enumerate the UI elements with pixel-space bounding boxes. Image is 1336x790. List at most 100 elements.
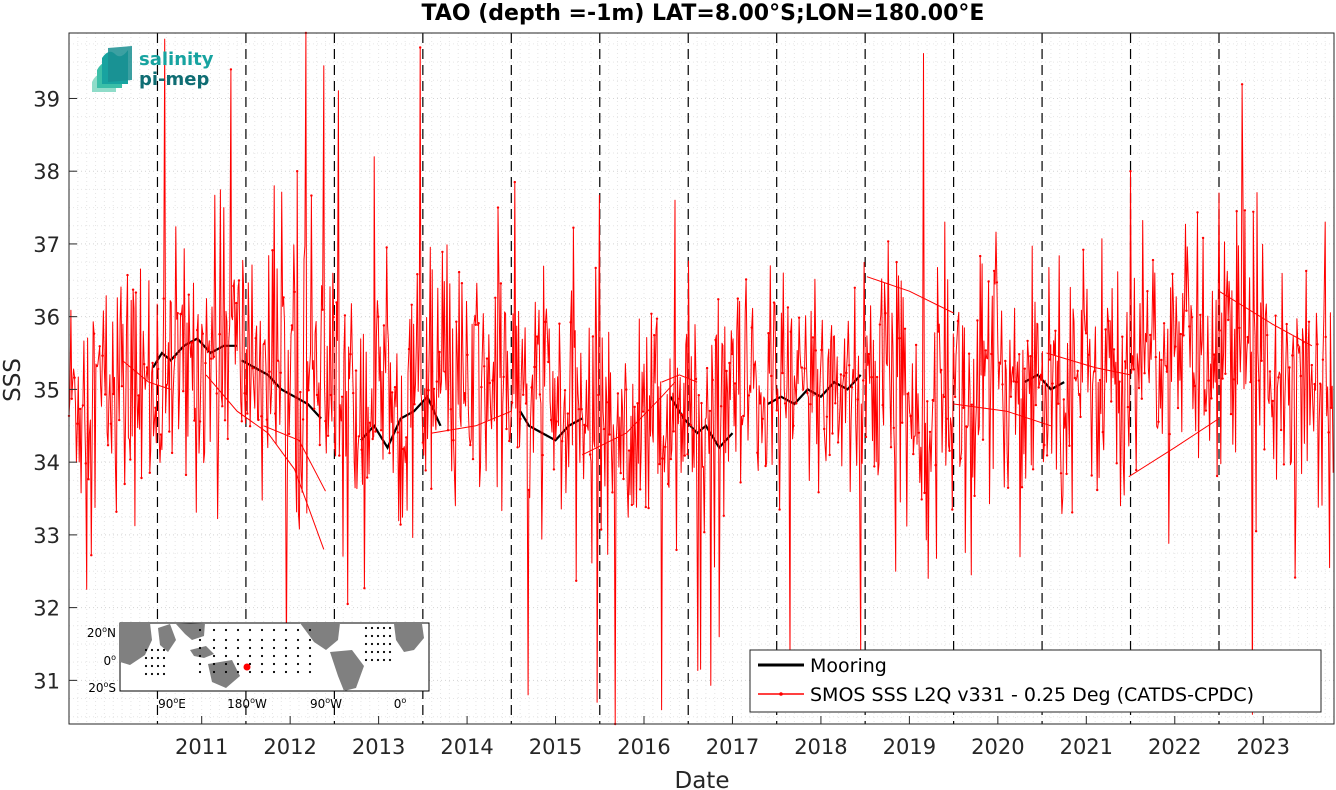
smos-point [661,457,664,460]
y-axis-label: SSS [0,358,26,402]
smos-point [956,319,960,323]
smos-point [510,401,514,404]
inset-mooring-dot [224,662,228,666]
smos-point [427,389,430,392]
smos-point [349,353,352,356]
y-tick-label: 32 [33,597,60,621]
smos-point [432,387,436,391]
smos-point [1121,335,1124,338]
smos-point [530,386,533,389]
inset-mooring-dot [296,638,300,642]
inset-mooring-dot [272,662,276,666]
smos-point [967,352,971,355]
smos-point [463,392,466,395]
logo-line2: pi-mep [139,69,209,90]
smos-point [873,465,876,468]
smos-point [173,356,177,359]
smos-point [215,392,218,395]
smos-point [717,298,720,301]
smos-point [884,312,887,315]
smos-point [1249,380,1252,384]
smos-point [811,336,815,339]
smos-point [951,508,954,511]
smos-point [385,246,388,249]
smos-point [853,286,856,289]
inset-mooring-dot [144,664,148,668]
smos-point [307,389,310,392]
smos-point [115,510,118,513]
smos-point [218,333,221,336]
x-tick-label: 2020 [971,735,1024,759]
smos-point [491,379,494,382]
inset-mooring-dot [376,642,380,646]
smos-point [836,441,840,444]
smos-point [488,381,491,385]
smos-point [680,413,684,416]
smos-point [204,361,207,365]
inset-mooring-dot [296,670,300,674]
smos-point [184,473,188,477]
smos-point [84,462,87,465]
smos-point [722,514,725,517]
x-tick-label: 2017 [706,735,759,759]
smos-point [145,366,149,369]
smos-point [368,421,372,424]
smos-point [736,297,739,300]
inset-mooring-dot [236,646,240,650]
smos-point [1040,378,1043,381]
smos-point [981,438,985,441]
smos-point [1020,486,1024,489]
smos-point [1071,511,1074,514]
smos-point [831,432,834,435]
smos-point [223,419,227,422]
smos-point [246,412,249,415]
x-tick-label: 2012 [263,735,316,759]
smos-point [296,170,299,173]
smos-point [594,266,597,270]
legend-label-mooring: Mooring [810,655,887,677]
smos-point [1260,359,1263,362]
smos-point [165,383,168,387]
smos-point [446,429,450,432]
inset-lon-labels: 90oE 180oW 90oW 0o [158,696,406,711]
smos-point [708,409,712,413]
inset-mooring-dot [308,654,312,658]
inset-mooring-dot [144,656,148,660]
smos-point [159,433,163,436]
smos-point [566,412,569,415]
inset-mooring-dot [212,670,216,674]
smos-point [1068,444,1071,447]
smos-point [410,303,413,306]
smos-point [1319,382,1322,385]
smos-point [170,451,174,455]
smos-point [201,332,204,335]
inset-mooring-dot [284,662,288,666]
smos-point [828,453,831,457]
smos-point [1135,468,1138,472]
smos-point [480,385,483,389]
smos-point [1279,428,1283,432]
smos-point [1112,348,1116,351]
smos-point [744,278,748,281]
smos-point [499,282,503,285]
smos-point [151,361,154,365]
smos-point [1157,420,1160,423]
inset-mooring-dot [388,642,392,646]
smos-point [101,354,104,357]
smos-point [839,373,843,376]
smos-point [842,374,845,377]
inset-mooring-dot [284,670,288,674]
smos-point [892,426,895,430]
smos-point [522,393,525,396]
smos-point [862,379,865,382]
smos-point [586,424,589,427]
wave-logo-icon [92,46,132,92]
smos-point [1076,369,1079,373]
smos-point [689,423,692,427]
smos-point [856,398,859,401]
smos-point [131,288,135,291]
smos-point [143,362,146,366]
smos-point [764,464,767,468]
smos-point [1243,209,1247,212]
inset-mooring-dot [370,658,374,662]
